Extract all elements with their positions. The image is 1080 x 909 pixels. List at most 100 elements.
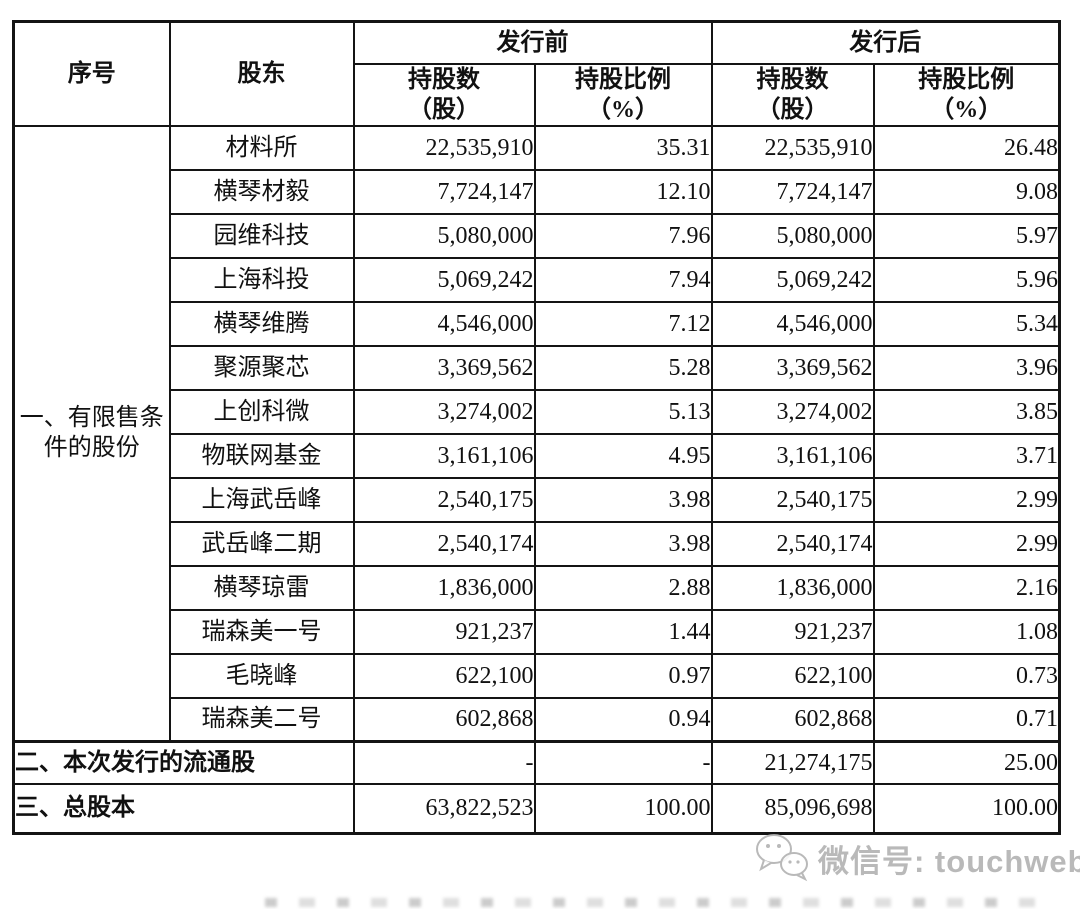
shareholding-table: 序号 股东 发行前 发行后 持股数 （股） 持股比例 （%） 持股数 bbox=[12, 20, 1061, 835]
after-ratio-cell: 0.73 bbox=[872, 652, 1061, 699]
table-row: 上海科投 5,069,242 7.94 5,069,242 5.96 bbox=[14, 256, 1061, 303]
before-ratio-cell: 3.98 bbox=[533, 520, 713, 567]
table-row: 瑞森美一号 921,237 1.44 921,237 1.08 bbox=[14, 608, 1061, 655]
before-ratio-cell: 3.98 bbox=[533, 476, 713, 523]
before-shares-cell: - bbox=[352, 740, 536, 785]
shareholding-table-container: 序号 股东 发行前 发行后 持股数 （股） 持股比例 （%） 持股数 bbox=[12, 20, 1061, 835]
after-ratio-cell: 26.48 bbox=[872, 124, 1061, 171]
after-ratio-cell: 3.85 bbox=[872, 388, 1061, 435]
before-ratio-cell: 5.13 bbox=[533, 388, 713, 435]
after-shares-cell: 3,161,106 bbox=[710, 432, 875, 479]
section-restricted-shares-cell: 一、有限售条 件的股份 bbox=[12, 124, 171, 743]
after-shares-cell: 2,540,175 bbox=[710, 476, 875, 523]
shareholder-cell: 园维科技 bbox=[168, 212, 355, 259]
before-shares-cell: 622,100 bbox=[352, 652, 536, 699]
before-ratio-cell: 4.95 bbox=[533, 432, 713, 479]
after-ratio-subheader-line2: （%） bbox=[930, 96, 1003, 123]
after-shares-cell: 85,096,698 bbox=[710, 782, 875, 835]
before-shares-cell: 921,237 bbox=[352, 608, 536, 655]
cutoff-text-remnant bbox=[265, 898, 1055, 907]
total-row-label: 三、总股本 bbox=[12, 782, 355, 835]
before-shares-cell: 2,540,175 bbox=[352, 476, 536, 523]
before-shares-cell: 22,535,910 bbox=[352, 124, 536, 171]
section-restricted-line1: 一、有限售条 bbox=[19, 405, 164, 432]
after-shares-subheader-line2: （股） bbox=[756, 96, 829, 123]
shareholder-cell: 横琴琼雷 bbox=[168, 564, 355, 611]
after-shares-cell: 22,535,910 bbox=[710, 124, 875, 171]
shareholder-cell: 上海科投 bbox=[168, 256, 355, 303]
before-ratio-subheader-line1: 持股比例 bbox=[575, 66, 671, 93]
before-shares-cell: 3,274,002 bbox=[352, 388, 536, 435]
after-shares-cell: 7,724,147 bbox=[710, 168, 875, 215]
after-shares-cell: 622,100 bbox=[710, 652, 875, 699]
before-shares-cell: 1,836,000 bbox=[352, 564, 536, 611]
circulating-row-label: 二、本次发行的流通股 bbox=[12, 740, 355, 785]
table-row: 上海武岳峰 2,540,175 3.98 2,540,175 2.99 bbox=[14, 476, 1061, 523]
table-row: 横琴维腾 4,546,000 7.12 4,546,000 5.34 bbox=[14, 300, 1061, 347]
shareholder-cell: 毛晓峰 bbox=[168, 652, 355, 699]
after-shares-subheader-line1: 持股数 bbox=[756, 66, 829, 93]
before-ratio-cell: 5.28 bbox=[533, 344, 713, 391]
after-ratio-cell: 2.99 bbox=[872, 520, 1061, 567]
after-ratio-cell: 1.08 bbox=[872, 608, 1061, 655]
shareholder-cell: 物联网基金 bbox=[168, 432, 355, 479]
after-ratio-cell: 5.34 bbox=[872, 300, 1061, 347]
header-row-subcolumns: 持股数 （股） 持股比例 （%） 持股数 （股） 持股比例 （%） bbox=[14, 62, 1061, 127]
before-shares-cell: 3,161,106 bbox=[352, 432, 536, 479]
table-row: 一、有限售条 件的股份 材料所 22,535,910 35.31 22,535,… bbox=[12, 124, 1061, 743]
after-ratio-cell: 9.08 bbox=[872, 168, 1061, 215]
total-share-capital-row: 三、总股本 63,822,523 100.00 85,096,698 100.0… bbox=[12, 782, 1061, 835]
before-ratio-cell: 2.88 bbox=[533, 564, 713, 611]
after-ratio-cell: 3.96 bbox=[872, 344, 1061, 391]
after-shares-cell: 21,274,175 bbox=[710, 740, 875, 785]
table-row: 园维科技 5,080,000 7.96 5,080,000 5.97 bbox=[14, 212, 1061, 259]
shareholder-cell: 横琴材毅 bbox=[168, 168, 355, 215]
before-shares-cell: 7,724,147 bbox=[352, 168, 536, 215]
table-row: 毛晓峰 622,100 0.97 622,100 0.73 bbox=[14, 652, 1061, 699]
wechat-icon bbox=[752, 830, 814, 887]
after-shares-cell: 2,540,174 bbox=[710, 520, 875, 567]
before-shares-cell: 5,080,000 bbox=[352, 212, 536, 259]
shareholder-cell: 瑞森美二号 bbox=[168, 696, 355, 743]
after-shares-cell: 3,274,002 bbox=[710, 388, 875, 435]
header-row-groups: 序号 股东 发行前 发行后 bbox=[12, 20, 1061, 127]
table-row: 武岳峰二期 2,540,174 3.98 2,540,174 2.99 bbox=[14, 520, 1061, 567]
circulating-shares-row: 二、本次发行的流通股 - - 21,274,175 25.00 bbox=[12, 740, 1061, 785]
before-shares-cell: 2,540,174 bbox=[352, 520, 536, 567]
after-shares-cell: 4,546,000 bbox=[710, 300, 875, 347]
before-ratio-cell: 35.31 bbox=[533, 124, 713, 171]
table-row: 横琴琼雷 1,836,000 2.88 1,836,000 2.16 bbox=[14, 564, 1061, 611]
shareholder-cell: 材料所 bbox=[168, 124, 355, 171]
after-ratio-cell: 2.99 bbox=[872, 476, 1061, 523]
before-ratio-subheader-line2: （%） bbox=[587, 96, 659, 123]
after-shares-subheader: 持股数 （股） bbox=[710, 62, 875, 127]
after-shares-cell: 1,836,000 bbox=[710, 564, 875, 611]
after-ratio-cell: 0.71 bbox=[872, 696, 1061, 743]
before-ratio-cell: 100.00 bbox=[533, 782, 713, 835]
after-ratio-subheader-line1: 持股比例 bbox=[918, 66, 1015, 93]
shareholder-header-cell: 股东 bbox=[168, 20, 355, 127]
table-row: 瑞森美二号 602,868 0.94 602,868 0.71 bbox=[14, 696, 1061, 743]
after-shares-cell: 5,080,000 bbox=[710, 212, 875, 259]
seq-header-cell: 序号 bbox=[12, 20, 171, 127]
shareholder-cell: 上海武岳峰 bbox=[168, 476, 355, 523]
before-shares-cell: 602,868 bbox=[352, 696, 536, 743]
after-ratio-subheader: 持股比例 （%） bbox=[872, 62, 1061, 127]
before-ratio-cell: 7.12 bbox=[533, 300, 713, 347]
before-shares-cell: 4,546,000 bbox=[352, 300, 536, 347]
shareholder-cell: 武岳峰二期 bbox=[168, 520, 355, 567]
table-row: 横琴材毅 7,724,147 12.10 7,724,147 9.08 bbox=[14, 168, 1061, 215]
before-shares-subheader: 持股数 （股） bbox=[352, 62, 536, 127]
after-issue-group-header: 发行后 bbox=[710, 20, 1061, 65]
before-ratio-subheader: 持股比例 （%） bbox=[533, 62, 713, 127]
shareholder-cell: 上创科微 bbox=[168, 388, 355, 435]
before-ratio-cell: 0.94 bbox=[533, 696, 713, 743]
before-ratio-cell: 7.94 bbox=[533, 256, 713, 303]
after-ratio-cell: 100.00 bbox=[872, 782, 1061, 835]
table-row: 上创科微 3,274,002 5.13 3,274,002 3.85 bbox=[14, 388, 1061, 435]
before-shares-subheader-line1: 持股数 bbox=[408, 66, 480, 93]
before-shares-cell: 3,369,562 bbox=[352, 344, 536, 391]
after-shares-cell: 602,868 bbox=[710, 696, 875, 743]
after-shares-cell: 921,237 bbox=[710, 608, 875, 655]
